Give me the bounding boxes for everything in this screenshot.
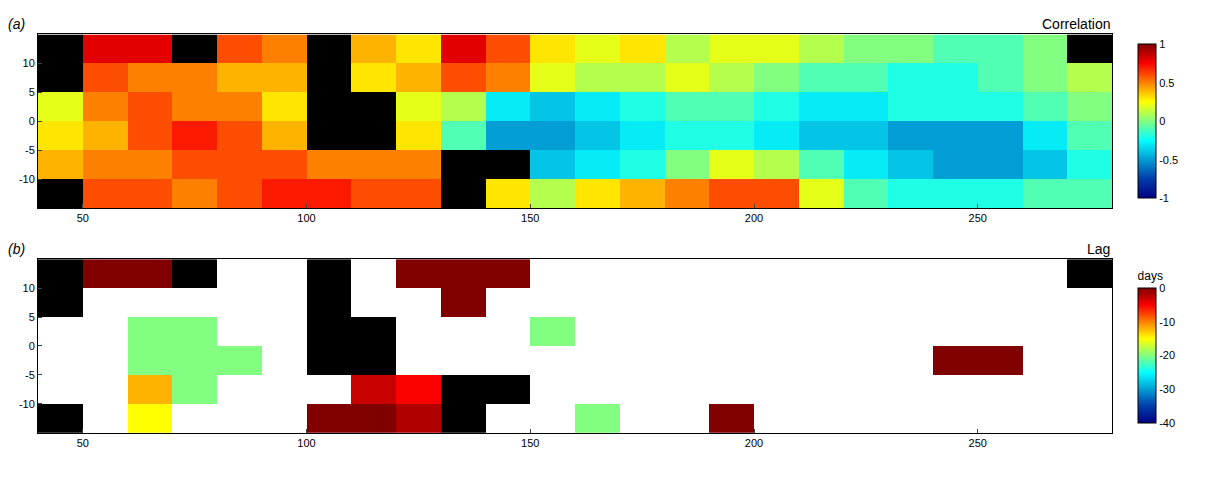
svg-text:200: 200 bbox=[745, 437, 763, 449]
svg-text:(a): (a) bbox=[8, 16, 25, 32]
svg-text:0: 0 bbox=[29, 340, 35, 352]
svg-text:5: 5 bbox=[29, 86, 35, 98]
svg-text:250: 250 bbox=[969, 437, 987, 449]
svg-text:(b): (b) bbox=[8, 241, 25, 257]
svg-text:-40: -40 bbox=[1159, 417, 1175, 429]
svg-text:Correlation: Correlation bbox=[1042, 16, 1110, 32]
svg-text:250: 250 bbox=[969, 212, 987, 224]
svg-text:-1: -1 bbox=[1159, 192, 1169, 204]
svg-text:5: 5 bbox=[29, 311, 35, 323]
svg-text:-0.5: -0.5 bbox=[1159, 154, 1178, 166]
svg-text:-20: -20 bbox=[1159, 349, 1175, 361]
svg-text:0: 0 bbox=[29, 115, 35, 127]
svg-text:50: 50 bbox=[77, 437, 89, 449]
svg-text:1: 1 bbox=[1159, 38, 1165, 50]
svg-text:10: 10 bbox=[23, 57, 35, 69]
svg-text:-10: -10 bbox=[19, 173, 35, 185]
svg-text:10: 10 bbox=[23, 282, 35, 294]
svg-text:0: 0 bbox=[1159, 115, 1165, 127]
svg-text:-10: -10 bbox=[19, 398, 35, 410]
svg-text:-5: -5 bbox=[25, 369, 35, 381]
svg-text:-30: -30 bbox=[1159, 383, 1175, 395]
svg-text:Lag: Lag bbox=[1087, 241, 1110, 257]
svg-text:150: 150 bbox=[521, 212, 539, 224]
svg-text:200: 200 bbox=[745, 212, 763, 224]
svg-text:100: 100 bbox=[297, 437, 315, 449]
svg-text:100: 100 bbox=[297, 212, 315, 224]
svg-text:-10: -10 bbox=[1159, 316, 1175, 328]
svg-text:0.5: 0.5 bbox=[1159, 77, 1174, 89]
svg-text:150: 150 bbox=[521, 437, 539, 449]
svg-text:0: 0 bbox=[1159, 282, 1165, 294]
svg-text:days: days bbox=[1138, 269, 1163, 283]
svg-text:50: 50 bbox=[77, 212, 89, 224]
svg-text:-5: -5 bbox=[25, 144, 35, 156]
